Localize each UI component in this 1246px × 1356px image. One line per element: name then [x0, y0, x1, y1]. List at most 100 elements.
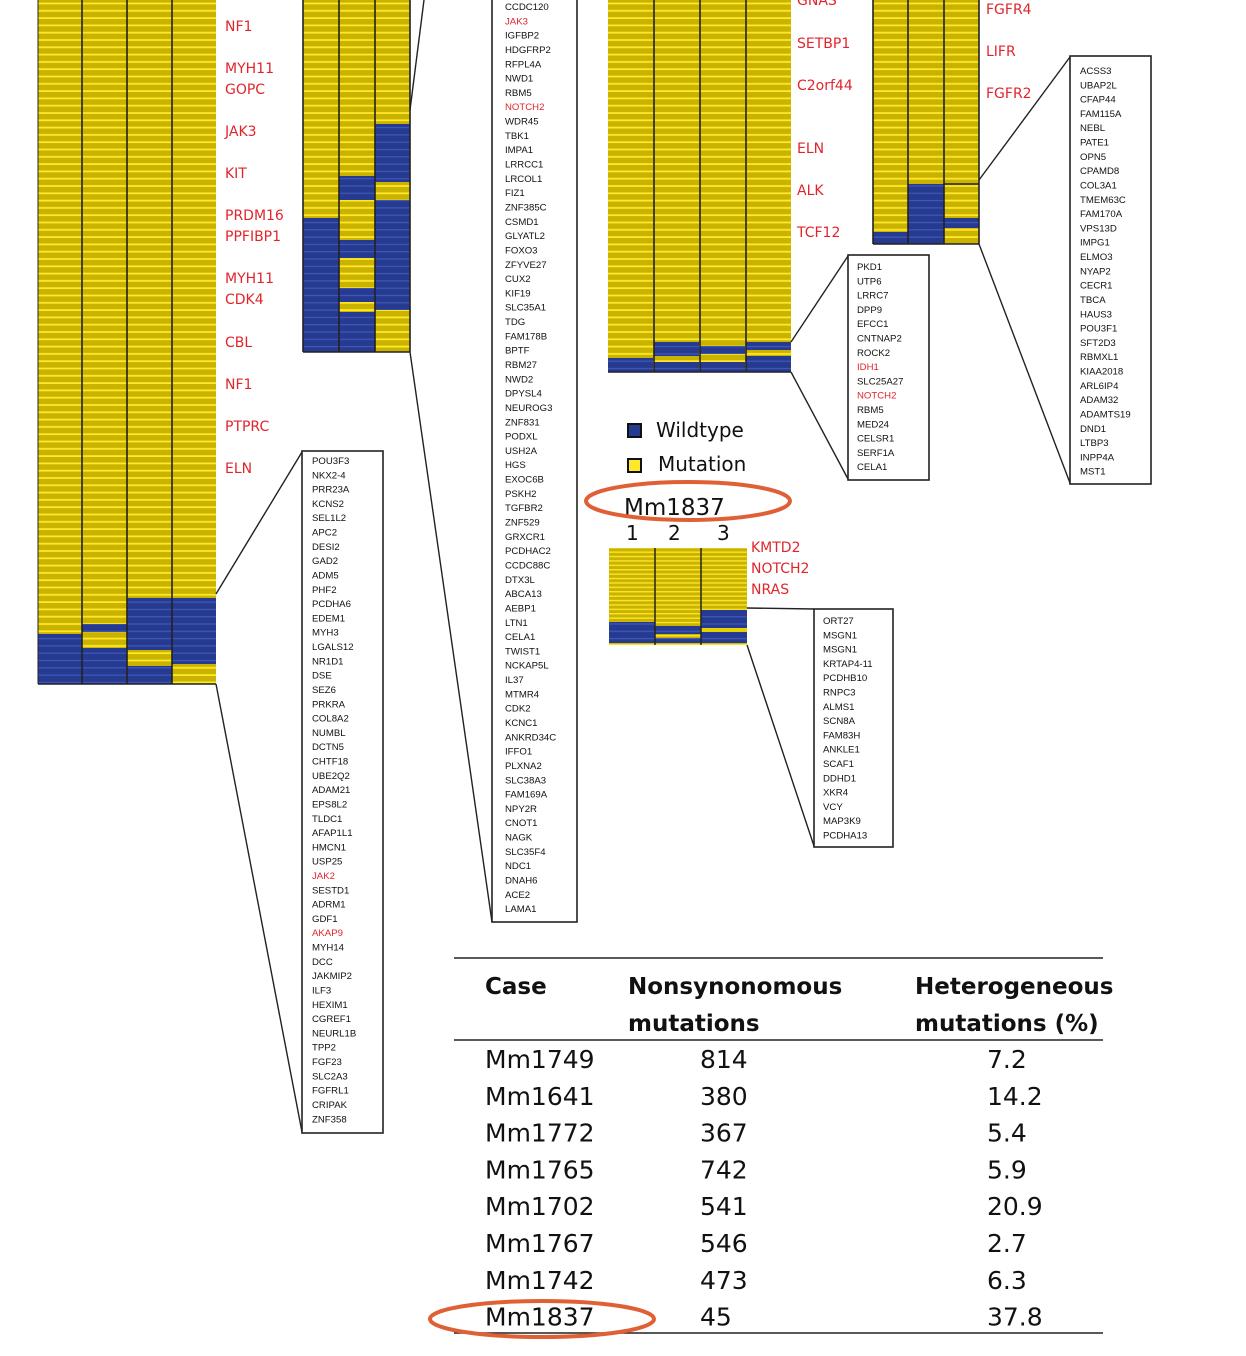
- gene-list-item: NPY2R: [505, 804, 537, 815]
- gene-list-item: MTMR4: [505, 689, 540, 700]
- gene-list-box-a: [301, 450, 384, 1134]
- connector-c: [790, 255, 849, 480]
- gene-list-item: SLC2A3: [312, 1071, 348, 1082]
- heatmap-a-wildtype-block: [127, 598, 172, 650]
- gene-list-item: ADAM21: [312, 785, 350, 796]
- gene-list-item: UBE2Q2: [312, 771, 350, 782]
- gene-list-item: LTN1: [505, 618, 528, 629]
- heatmap-e-gene-labels: KMTD2 NOTCH2 NRAS: [751, 540, 809, 598]
- gene-list-item: SLC38A3: [505, 775, 546, 786]
- gene-list-item: CCDC88C: [505, 560, 550, 571]
- gene-list-item: RBM5: [857, 405, 884, 416]
- gene-list-item: NOTCH2: [857, 391, 896, 402]
- gene-list-item: HMCN1: [312, 842, 346, 853]
- heatmap-d-wildtype-block: [908, 184, 944, 244]
- gene-list-item: PCDHA13: [823, 831, 867, 842]
- table-cell-case: Mm1749: [485, 1045, 595, 1074]
- table-cell-hetero: 2.7: [987, 1229, 1027, 1258]
- gene-list-item: IMPG1: [1080, 238, 1110, 249]
- table-cell-case: Mm1742: [485, 1266, 595, 1295]
- gene-label: TCF12: [796, 225, 840, 241]
- gene-label: PPFIBP1: [225, 229, 281, 245]
- heatmap-e: [609, 548, 747, 645]
- gene-list-item: CELSR1: [857, 434, 894, 445]
- gene-list-item: EFCC1: [857, 319, 888, 330]
- connector-d: [978, 56, 1071, 484]
- gene-list-item: MSGN1: [823, 645, 857, 656]
- gene-label: JAK3: [224, 124, 257, 140]
- gene-list-item: NWD1: [505, 74, 533, 85]
- gene-list-box-e: [813, 608, 894, 848]
- legend-wildtype-swatch: [627, 423, 642, 438]
- table-cell-case: Mm1772: [485, 1119, 595, 1148]
- gene-list-item: SESTD1: [312, 885, 349, 896]
- table-header-hetero: Heterogeneous: [915, 974, 1114, 1000]
- heatmap-c-wildtype-block: [608, 358, 653, 372]
- heatmap-e-mutation-band: [701, 628, 747, 632]
- gene-label: NOTCH2: [751, 561, 809, 577]
- gene-list-item: ACSS3: [1080, 66, 1111, 77]
- gene-list-item: DDHD1: [823, 773, 856, 784]
- gene-list-item: IFFO1: [505, 747, 532, 758]
- gene-list-item: NOTCH2: [505, 102, 544, 113]
- gene-list-item: TGFBR2: [505, 503, 543, 514]
- table-cell-hetero: 5.9: [987, 1155, 1027, 1184]
- legend-mutation-label: Mutation: [658, 452, 746, 476]
- table-cell-case: Mm1765: [485, 1155, 595, 1184]
- gene-list-item: EPS8L2: [312, 799, 347, 810]
- gene-list-item: EDEM1: [312, 613, 345, 624]
- gene-list-item: VPS13D: [1080, 223, 1117, 234]
- table-cell-case: Mm1641: [485, 1082, 595, 1111]
- gene-list-box-b: [491, 0, 578, 923]
- heatmap-e-wildtype-block: [701, 610, 747, 643]
- gene-list-item: JAK3: [505, 16, 528, 27]
- gene-list-c: PKD1 UTP6 LRRC7 DPP9 EFCC1 CNTNAP2 ROCK2 IDH1 SL…: [857, 262, 903, 473]
- gene-list-item: FIZ1: [505, 188, 525, 199]
- table-cell-nonsyn: 814: [700, 1045, 748, 1074]
- gene-list-item: LTBP3: [1080, 438, 1109, 449]
- gene-list-item: NCKAP5L: [505, 661, 549, 672]
- gene-list-item: NEBL: [1080, 123, 1106, 134]
- legend: Wildtype Mutation: [627, 418, 746, 476]
- gene-list-item: ZNF529: [505, 518, 540, 529]
- gene-list-item: HEXIM1: [312, 1000, 348, 1011]
- gene-list-item: MAP3K9: [823, 816, 861, 827]
- gene-list-item: LAMA1: [505, 904, 536, 915]
- gene-list-item: RNPC3: [823, 688, 856, 699]
- gene-list-item: ZNF358: [312, 1114, 347, 1125]
- heatmap-d-gene-labels: FGFR4 LIFR FGFR2: [986, 2, 1032, 102]
- table-cell-nonsyn: 546: [700, 1229, 748, 1258]
- connector-e: [746, 607, 815, 847]
- gene-list-item: TMEM63C: [1080, 195, 1126, 206]
- table-cell-nonsyn: 45: [700, 1303, 732, 1332]
- gene-label: FGFR4: [986, 2, 1032, 18]
- connector-b: [409, 0, 493, 923]
- gene-list-item: FAM115A: [1080, 109, 1122, 120]
- mutation-table: Case Nonsynonomous mutations Heterogeneo…: [428, 957, 1114, 1339]
- table-cell-nonsyn: 380: [700, 1082, 748, 1111]
- gene-label: GOPC: [225, 82, 265, 98]
- gene-list-item: SFT2D3: [1080, 338, 1116, 349]
- gene-list-item: EXOC6B: [505, 475, 544, 486]
- gene-list-item: IGFBP2: [505, 31, 539, 42]
- table-cell-case: Mm1837: [485, 1303, 595, 1332]
- gene-list-item: KRTAP4-11: [823, 659, 873, 670]
- gene-list-item: KIAA2018: [1080, 367, 1123, 378]
- gene-list-item: DCTN5: [312, 742, 344, 753]
- gene-list-item: PCDHA6: [312, 599, 351, 610]
- gene-list-item: CDK2: [505, 704, 531, 715]
- table-cell-nonsyn: 473: [700, 1266, 748, 1295]
- gene-list-item: FAM169A: [505, 790, 548, 801]
- table-header-hetero-line2: mutations (%): [915, 1011, 1099, 1037]
- heatmap-d: [872, 0, 980, 245]
- gene-list-item: FAM83H: [823, 730, 860, 741]
- gene-list-item: XKR4: [823, 788, 849, 799]
- gene-label: NF1: [225, 377, 252, 393]
- table-header-nonsyn: Nonsynonomous: [628, 974, 842, 1000]
- gene-list-item: OPN5: [1080, 152, 1106, 163]
- gene-list-item: ANKRD34C: [505, 732, 556, 743]
- gene-label: PTPRC: [225, 419, 269, 435]
- gene-list-item: FAM170A: [1080, 209, 1123, 220]
- table-header-case: Case: [485, 974, 547, 1000]
- gene-list-item: LGALS12: [312, 642, 354, 653]
